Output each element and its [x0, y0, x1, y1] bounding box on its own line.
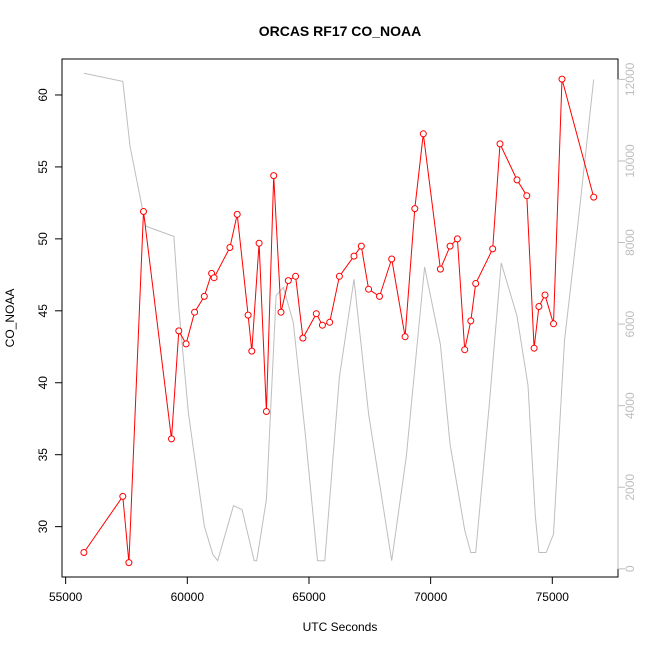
co-point [419, 130, 427, 138]
co-point [535, 303, 543, 310]
co-point [182, 340, 190, 348]
co-point [530, 344, 538, 352]
x-tick-label: 65000 [292, 590, 326, 604]
y-axis-right: 0 2000 4000 6000 8000 10000 12000 [617, 62, 637, 572]
co-point [365, 285, 373, 293]
co-point [168, 435, 175, 443]
y-tick-label: 40 [36, 376, 50, 390]
co-point [233, 210, 241, 218]
co-point [453, 235, 461, 243]
y2-tick-label: 12000 [623, 62, 637, 96]
y-tick-label: 45 [36, 304, 50, 318]
co-point [446, 242, 454, 250]
co-point [489, 245, 497, 253]
y2-tick-label: 4000 [623, 392, 637, 419]
x-tick-label: 70000 [414, 590, 448, 604]
co-series-points [80, 75, 598, 567]
co-point [388, 255, 396, 263]
co-point [255, 239, 263, 247]
co-point [292, 272, 300, 280]
altitude-line [83, 72, 595, 562]
y-tick-label: 60 [36, 88, 50, 102]
co-point [248, 347, 256, 355]
co-point [312, 310, 320, 318]
x-tick-label: 60000 [171, 590, 205, 604]
x-axis: 55000 60000 65000 70000 75000 [49, 576, 570, 604]
co-point [226, 244, 234, 251]
y-tick-label: 50 [36, 232, 50, 246]
co-point [558, 75, 566, 83]
y-axis-left: 30 35 40 45 50 55 60 [36, 88, 63, 534]
co-point [299, 334, 307, 342]
co-line [83, 78, 595, 563]
co-point [541, 291, 549, 299]
co-point [467, 317, 475, 325]
co-point [496, 140, 504, 148]
co-point [376, 292, 383, 300]
co-point [436, 265, 444, 273]
co-point [357, 242, 365, 250]
co-point [262, 408, 270, 415]
x-tick-label: 75000 [536, 590, 570, 604]
co-point [335, 272, 343, 280]
altitude-series [83, 72, 595, 562]
co-point [590, 193, 598, 201]
y-axis-label: CO_NOAA [3, 289, 17, 348]
co-point [284, 277, 292, 285]
co-point [244, 311, 252, 319]
y-tick-label: 30 [36, 520, 50, 534]
co-point [200, 292, 208, 300]
co-point [461, 346, 469, 354]
co-point [550, 320, 557, 328]
y-tick-label: 55 [36, 160, 50, 174]
co-point [472, 280, 480, 287]
x-axis-label: UTC Seconds [303, 620, 378, 634]
y2-tick-label: 2000 [623, 474, 637, 501]
y2-tick-label: 0 [623, 565, 637, 572]
co-point [277, 308, 285, 316]
y2-tick-label: 10000 [623, 144, 637, 178]
co-point [125, 559, 133, 567]
co-point [119, 492, 127, 500]
y-tick-label: 35 [36, 448, 50, 462]
co-point [210, 274, 218, 282]
co-series [83, 78, 595, 563]
co-point [140, 208, 147, 215]
co-point [191, 308, 199, 316]
x-tick-label: 55000 [49, 590, 83, 604]
y2-tick-label: 8000 [623, 229, 637, 256]
co-point [411, 205, 419, 213]
co-point [523, 192, 531, 200]
co-point [513, 176, 521, 184]
co-point [350, 252, 358, 260]
co-point [80, 549, 88, 556]
co-point [318, 321, 326, 329]
co-point [270, 172, 278, 180]
y2-tick-label: 6000 [623, 310, 637, 337]
co-point [326, 318, 334, 326]
co-point [401, 333, 409, 341]
co-point [175, 327, 183, 335]
chart-title: ORCAS RF17 CO_NOAA [259, 23, 422, 39]
